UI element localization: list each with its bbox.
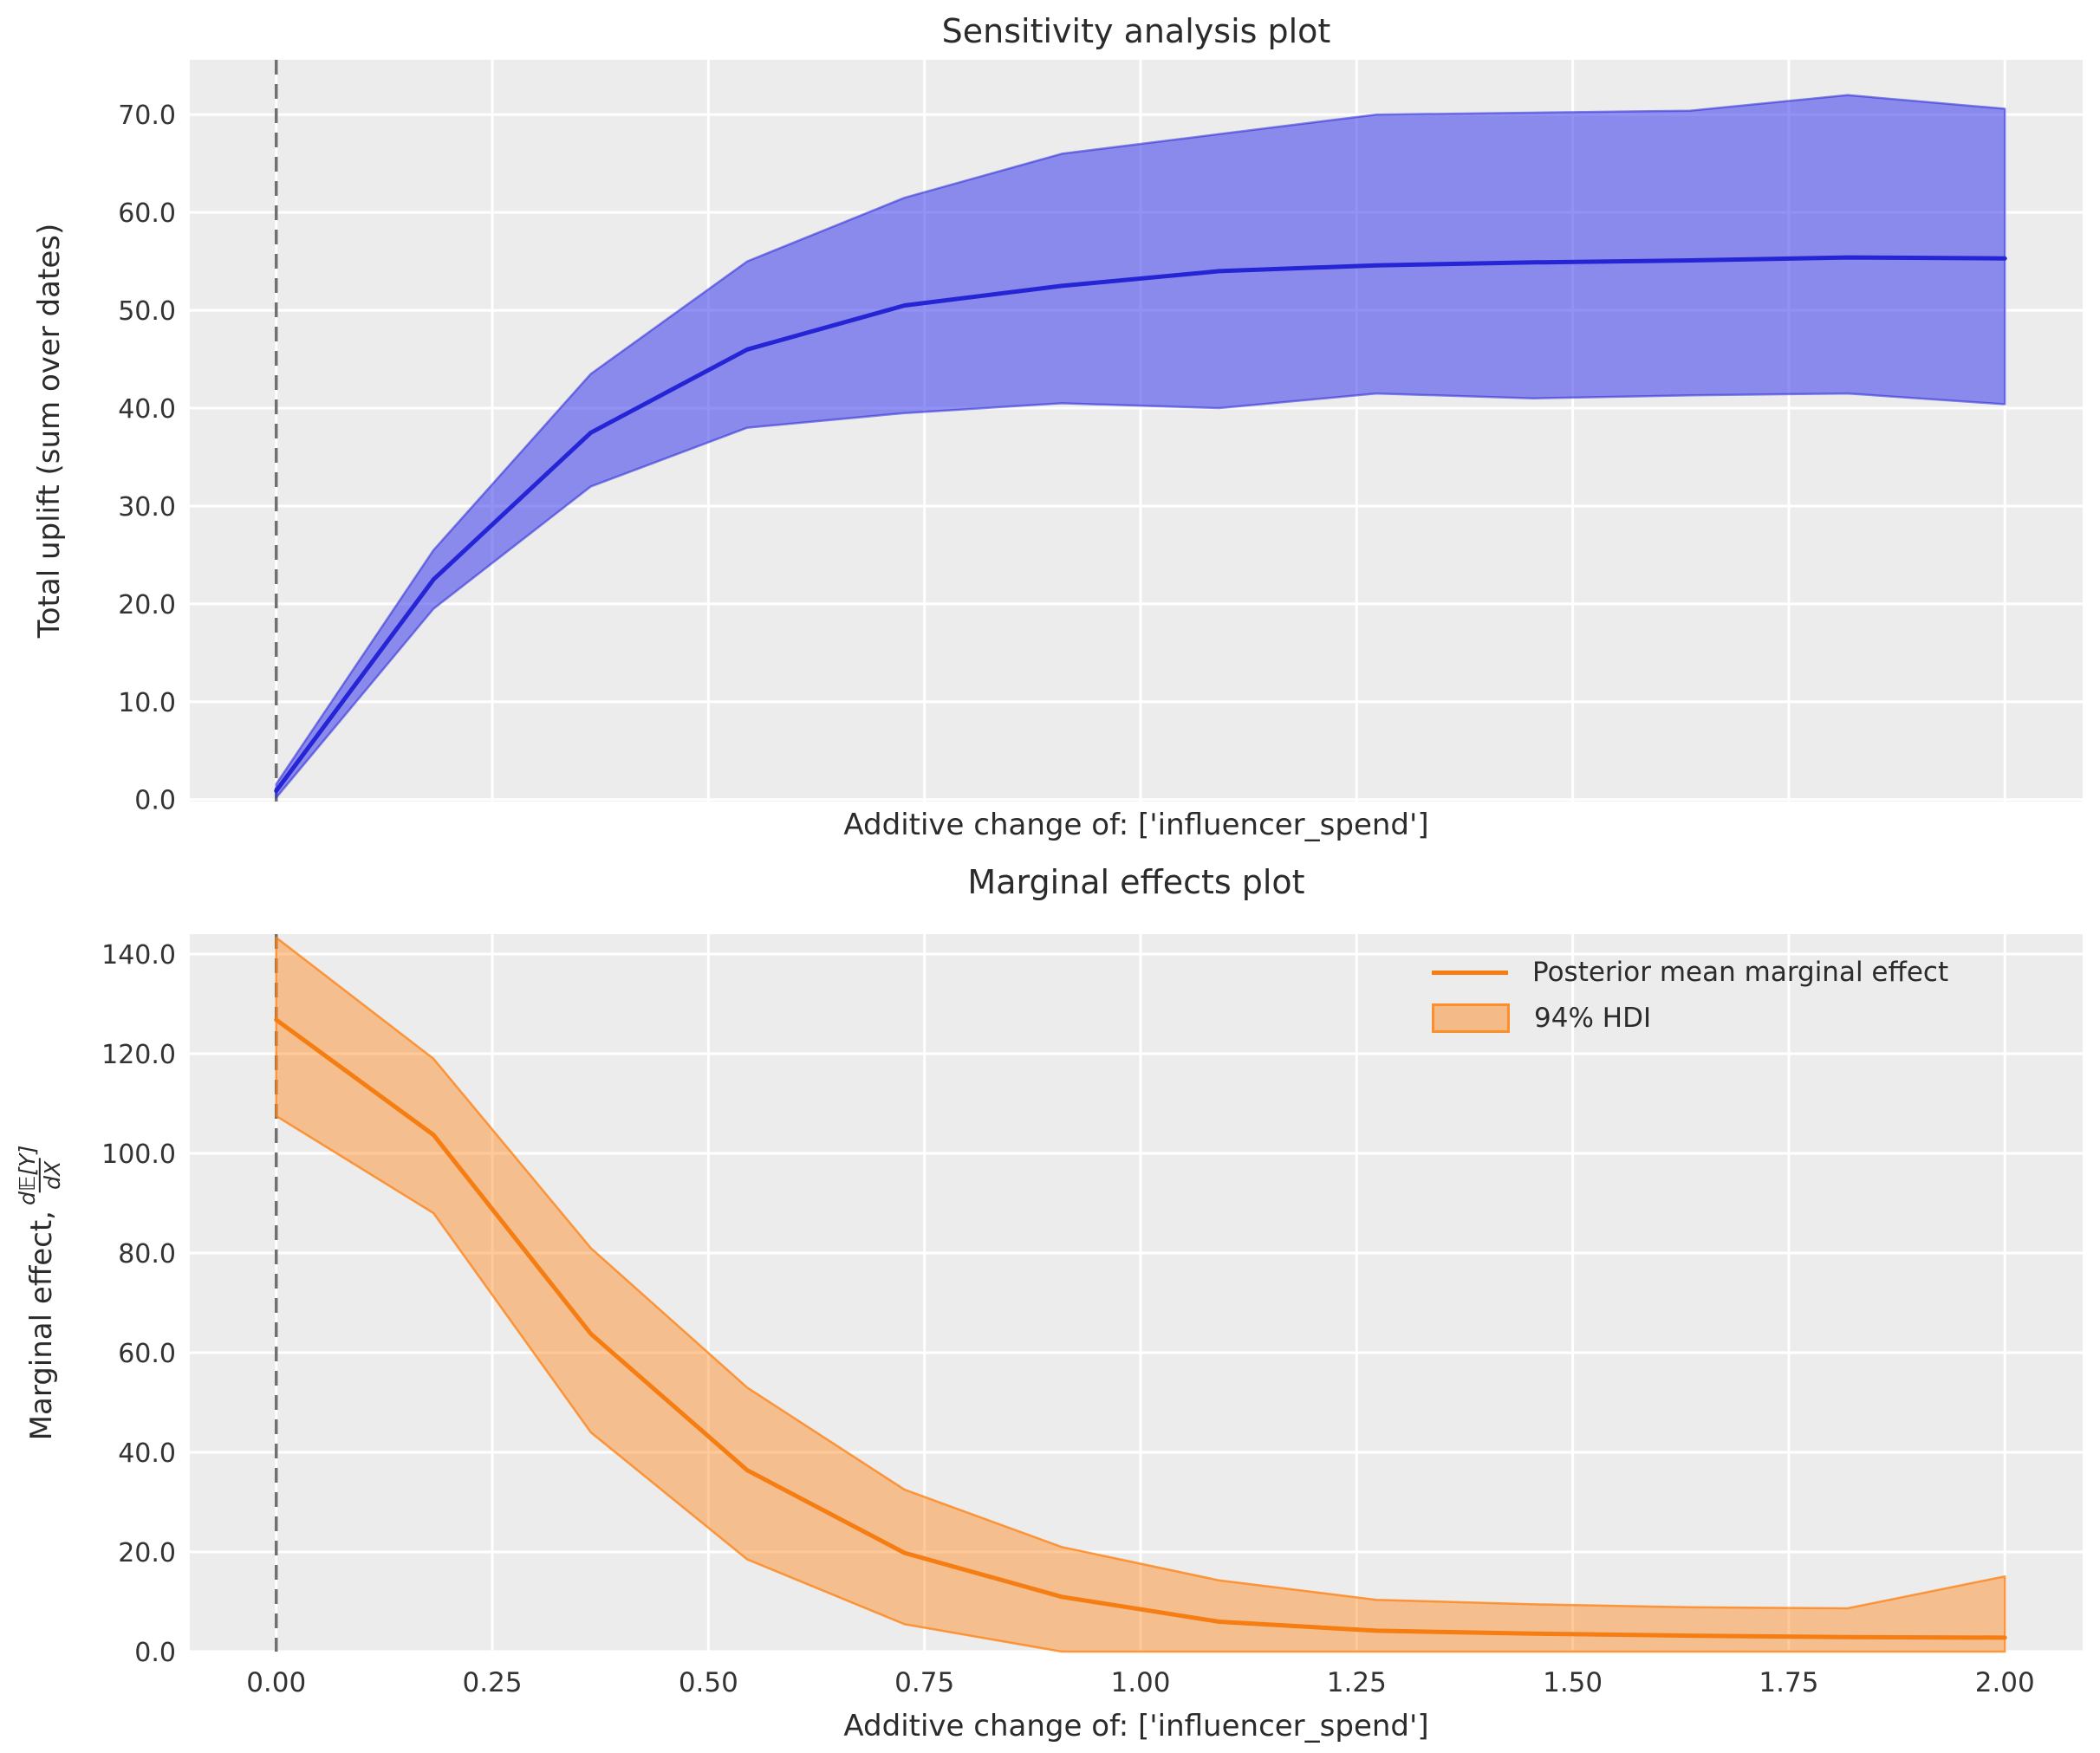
y-tick-label: 30.0 xyxy=(118,492,176,523)
y-tick-label: 40.0 xyxy=(118,394,176,425)
sensitivity-y-axis-label: Total uplift (sum over dates) xyxy=(32,223,67,639)
y-tick-label: 40.0 xyxy=(118,1438,176,1469)
x-tick-label: 0.00 xyxy=(246,1667,306,1698)
marginal-y-axis-label-fraction: d𝔼[Y] dX xyxy=(14,1145,65,1206)
y-tick-label: 20.0 xyxy=(118,590,176,620)
legend-patch-swatch xyxy=(1432,1003,1510,1033)
marginal-hdi-band xyxy=(275,936,2006,1653)
x-tick-label: 2.00 xyxy=(1975,1667,2035,1698)
marginal-effects-chart: 0.0 20.0 40.0 60.0 80.0 100.0 120.0 140.0 0.00 0.… xyxy=(101,934,2083,1698)
axes-background xyxy=(190,934,2083,1652)
legend-label: 94% HDI xyxy=(1534,1003,1652,1034)
legend-label: Posterior mean marginal effect xyxy=(1532,957,1949,988)
sensitivity-hdi-band xyxy=(275,94,2006,799)
x-tick-label: 0.50 xyxy=(679,1667,738,1698)
marginal-mean-line xyxy=(274,1017,2007,1640)
y-tick-label: 80.0 xyxy=(118,1239,176,1269)
y-tick-label: 0.0 xyxy=(134,1638,176,1668)
y-tick-label: 50.0 xyxy=(118,296,176,327)
y-tick-label: 60.0 xyxy=(118,1339,176,1369)
sensitivity-chart: 0.0 10.0 20.0 30.0 40.0 50.0 60.0 70.0 xyxy=(118,60,2083,816)
fraction-numerator: d𝔼[Y] xyxy=(14,1145,40,1206)
legend-entry-posterior-mean: Posterior mean marginal effect xyxy=(1432,953,1948,991)
x-tick-label: 0.75 xyxy=(894,1667,954,1698)
y-tick-label: 100.0 xyxy=(101,1139,176,1170)
fraction-denominator: dX xyxy=(39,1158,65,1192)
legend-entry-hdi: 94% HDI xyxy=(1432,999,1948,1037)
marginal-y-axis-label-text: Marginal effect, xyxy=(24,1211,59,1441)
y-tick-label: 10.0 xyxy=(118,688,176,718)
marginal-x-axis-label: Additive change of: ['influencer_spend'] xyxy=(843,1709,1429,1743)
x-tick-label: 1.75 xyxy=(1759,1667,1818,1698)
y-tick-label: 60.0 xyxy=(118,198,176,229)
sensitivity-mean-line xyxy=(274,255,2007,794)
sensitivity-x-axis-label: Additive change of: ['influencer_spend'] xyxy=(843,808,1429,842)
x-tick-label: 1.50 xyxy=(1543,1667,1603,1698)
legend: Posterior mean marginal effect 94% HDI xyxy=(1432,953,1948,1037)
y-tick-label: 0.0 xyxy=(134,786,176,816)
marginal-chart-title: Marginal effects plot xyxy=(967,863,1305,901)
x-tick-label: 1.25 xyxy=(1327,1667,1387,1698)
y-tick-label: 20.0 xyxy=(118,1538,176,1568)
y-tick-label: 140.0 xyxy=(101,940,176,971)
y-tick-label: 120.0 xyxy=(101,1040,176,1070)
legend-line-swatch xyxy=(1432,970,1508,975)
marginal-y-axis-label: Marginal effect, d𝔼[Y] dX xyxy=(14,1145,66,1441)
sensitivity-chart-title: Sensitivity analysis plot xyxy=(941,12,1331,50)
y-tick-label: 70.0 xyxy=(118,101,176,131)
x-tick-label: 1.00 xyxy=(1110,1667,1170,1698)
x-tick-label: 0.25 xyxy=(463,1667,523,1698)
